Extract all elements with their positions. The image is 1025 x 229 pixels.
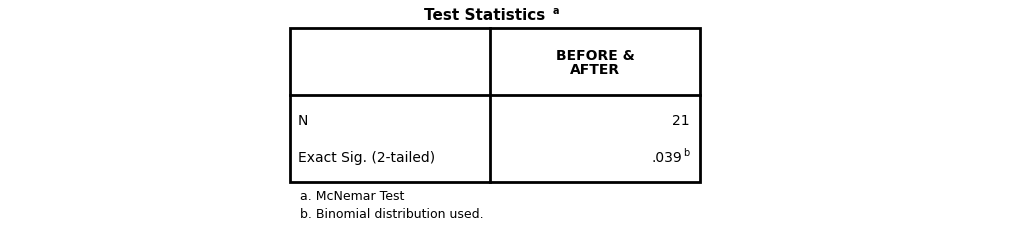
Text: Exact Sig. (2-tailed): Exact Sig. (2-tailed) — [298, 151, 436, 165]
Bar — [290, 28, 700, 182]
Text: N: N — [298, 114, 309, 128]
Text: b: b — [683, 148, 689, 158]
Text: b. Binomial distribution used.: b. Binomial distribution used. — [300, 207, 484, 221]
Text: 21: 21 — [672, 114, 690, 128]
Text: Test Statistics: Test Statistics — [424, 8, 545, 24]
Text: BEFORE &: BEFORE & — [556, 49, 634, 63]
Text: a: a — [554, 6, 560, 16]
Text: a. McNemar Test: a. McNemar Test — [300, 190, 405, 202]
Text: AFTER: AFTER — [570, 63, 620, 77]
Text: .039: .039 — [651, 151, 682, 165]
